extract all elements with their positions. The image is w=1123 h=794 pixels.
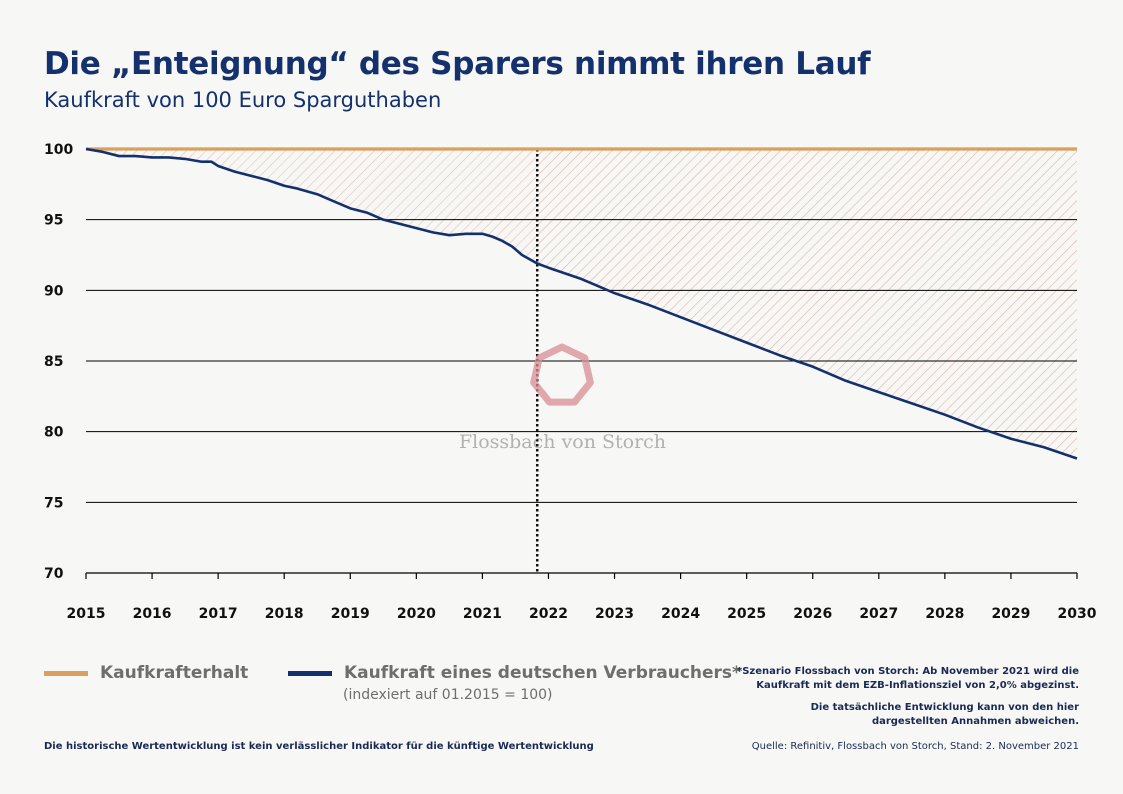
x-tick-label: 2020 [397, 606, 436, 622]
x-tick-label: 2019 [331, 606, 370, 622]
watermark: Flossbach von Storch [455, 332, 670, 462]
x-tick-label: 2030 [1058, 606, 1097, 622]
y-tick-label: 70 [44, 566, 64, 582]
footnote-line: *Szenario Flossbach von Storch: Ab Novem… [737, 666, 1079, 677]
x-tick-label: 2015 [67, 606, 106, 622]
footnote: *Szenario Flossbach von Storch: Ab Novem… [719, 665, 1079, 737]
legend-label: Kaufkraft eines deutschen Verbrauchers* [344, 663, 741, 683]
source-note: Quelle: Refinitiv, Flossbach von Storch,… [751, 741, 1079, 752]
x-tick-label: 2028 [925, 606, 964, 622]
legend-item-kaufkrafterhalt: Kaufkrafterhalt [44, 663, 248, 683]
x-tick-label: 2029 [991, 606, 1030, 622]
legend-item-kaufkraft: Kaufkraft eines deutschen Verbrauchers* [288, 663, 741, 683]
x-tick-label: 2027 [859, 606, 898, 622]
legend-swatch-kaufkrafterhalt [44, 670, 88, 676]
legend-label: Kaufkrafterhalt [100, 663, 249, 683]
footnote-line: Die tatsächliche Entwicklung kann von de… [810, 702, 1079, 713]
disclaimer: Die historische Wertentwicklung ist kein… [44, 741, 594, 752]
y-tick-label: 100 [44, 142, 73, 158]
legend-note: (indexiert auf 01.2015 = 100) [343, 687, 553, 703]
chart-subtitle: Kaufkraft von 100 Euro Sparguthaben [44, 88, 442, 112]
x-tick-label: 2023 [595, 606, 634, 622]
x-tick-label: 2018 [265, 606, 304, 622]
x-tick-label: 2025 [727, 606, 766, 622]
watermark-text: Flossbach von Storch [458, 431, 667, 453]
series-line-kaufkraft [85, 147, 1078, 460]
legend-swatch-kaufkraft [288, 670, 332, 676]
x-tick-label: 2021 [463, 606, 502, 622]
historical-gap-area [86, 149, 538, 264]
x-tick-label: 2017 [199, 606, 238, 622]
x-tick-label: 2022 [529, 606, 568, 622]
y-tick-label: 80 [44, 425, 64, 441]
forecast-gap-area [537, 149, 1077, 459]
y-tick-label: 85 [44, 354, 63, 370]
heptagon-logo-icon [530, 343, 594, 406]
x-tick-label: 2024 [661, 606, 700, 622]
footnote-line: dargestellten Annahmen abweichen. [871, 716, 1079, 727]
y-tick-label: 75 [44, 495, 63, 511]
footnote-line: Kaufkraft mit dem EZB-Inflationsziel von… [756, 680, 1079, 691]
x-tick-label: 2016 [133, 606, 172, 622]
y-tick-label: 95 [44, 213, 63, 229]
x-tick-label: 2026 [793, 606, 832, 622]
y-tick-label: 90 [44, 283, 64, 299]
chart-title: Die „Enteignung“ des Sparers nimmt ihren… [44, 46, 871, 82]
line-chart: 70 75 80 85 90 95 100 2015 2016 2017 2018 2019 2020 2… [44, 142, 1097, 622]
